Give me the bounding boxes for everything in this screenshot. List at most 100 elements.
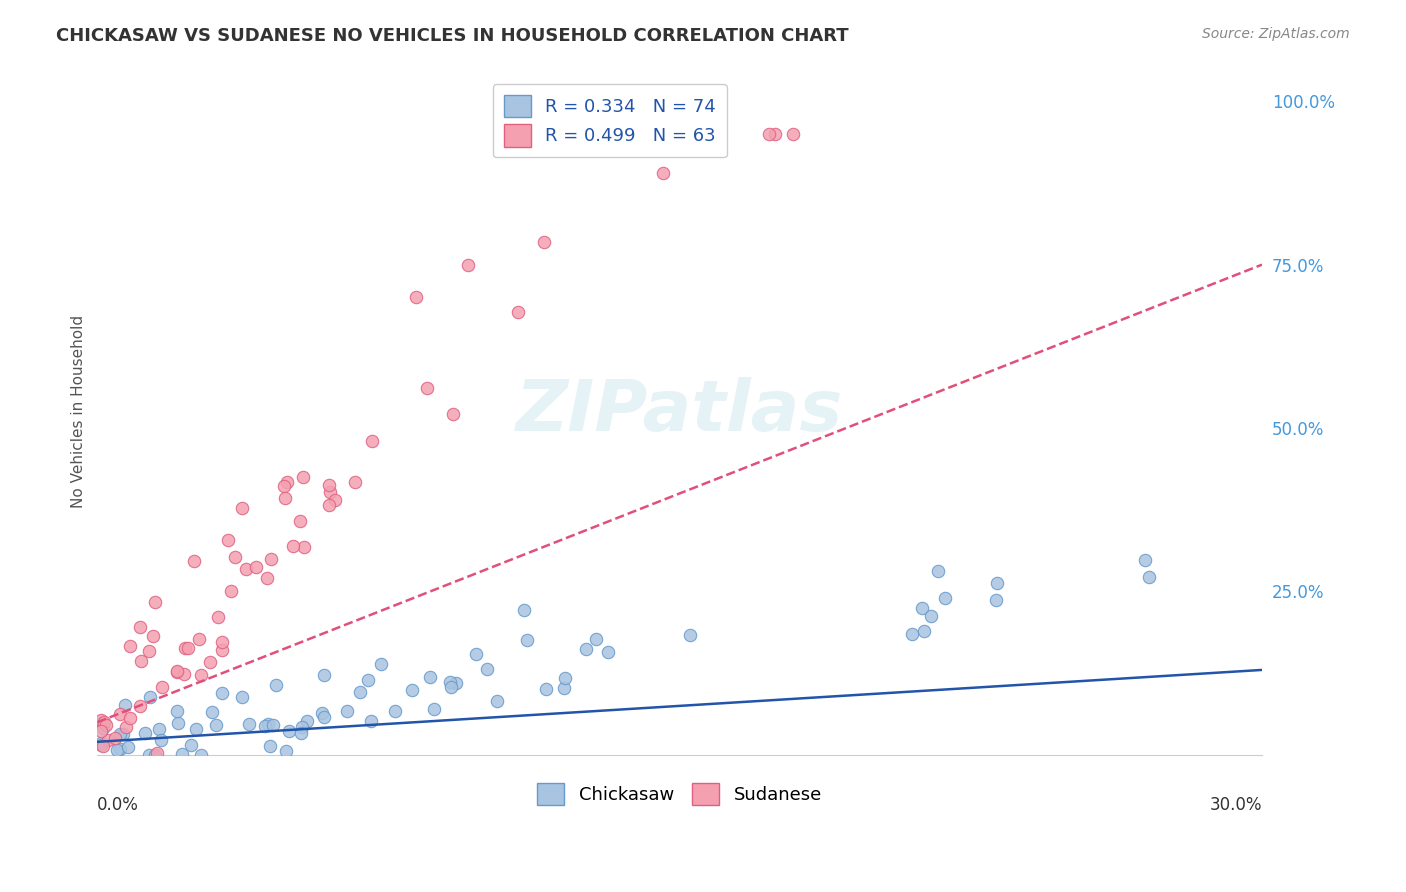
Point bbox=[697, 127, 720, 141]
Point bbox=[190, 668, 212, 682]
Point bbox=[318, 477, 340, 491]
Point bbox=[128, 620, 150, 634]
Point bbox=[253, 719, 276, 733]
Point bbox=[585, 632, 607, 646]
Point bbox=[516, 632, 538, 647]
Point bbox=[441, 407, 464, 421]
Point bbox=[108, 742, 131, 756]
Text: 0.0%: 0.0% bbox=[97, 796, 139, 814]
Point bbox=[143, 595, 166, 609]
Point bbox=[422, 701, 444, 715]
Point bbox=[290, 725, 312, 739]
Point bbox=[108, 706, 131, 721]
Point bbox=[273, 478, 295, 492]
Point bbox=[205, 717, 228, 731]
Point bbox=[173, 640, 195, 655]
Point bbox=[91, 721, 114, 735]
Point bbox=[138, 644, 160, 658]
Point bbox=[114, 698, 136, 713]
Point bbox=[183, 554, 205, 568]
Point bbox=[167, 715, 190, 730]
Point bbox=[274, 744, 297, 758]
Point bbox=[416, 381, 439, 395]
Point bbox=[117, 740, 139, 755]
Point bbox=[575, 641, 598, 656]
Point bbox=[763, 127, 786, 141]
Point bbox=[914, 624, 936, 638]
Point bbox=[277, 724, 299, 739]
Point bbox=[782, 127, 804, 141]
Point bbox=[259, 739, 281, 753]
Point bbox=[554, 671, 576, 685]
Point bbox=[231, 690, 253, 705]
Point bbox=[201, 706, 224, 720]
Point bbox=[986, 576, 1008, 591]
Point bbox=[238, 717, 260, 731]
Point bbox=[90, 736, 112, 750]
Point bbox=[508, 305, 530, 319]
Point bbox=[920, 609, 942, 624]
Point bbox=[235, 562, 257, 576]
Point bbox=[211, 635, 233, 649]
Legend: Chickasaw, Sudanese: Chickasaw, Sudanese bbox=[529, 774, 831, 814]
Point bbox=[118, 711, 141, 725]
Point bbox=[319, 484, 342, 499]
Point bbox=[173, 667, 195, 681]
Point bbox=[264, 678, 287, 692]
Point bbox=[357, 673, 380, 688]
Point bbox=[533, 235, 555, 250]
Point bbox=[148, 722, 170, 736]
Point bbox=[139, 690, 162, 704]
Point bbox=[211, 686, 233, 700]
Point bbox=[97, 733, 120, 747]
Point bbox=[440, 680, 463, 694]
Point bbox=[211, 642, 233, 657]
Point bbox=[186, 722, 208, 736]
Point bbox=[984, 592, 1007, 607]
Point bbox=[93, 714, 115, 729]
Point bbox=[166, 665, 188, 680]
Point bbox=[465, 647, 488, 661]
Point bbox=[401, 683, 423, 698]
Point bbox=[188, 632, 211, 647]
Point bbox=[149, 733, 172, 747]
Point bbox=[679, 628, 702, 642]
Point bbox=[349, 685, 371, 699]
Point bbox=[118, 639, 141, 653]
Point bbox=[274, 491, 297, 506]
Point bbox=[219, 584, 242, 599]
Point bbox=[105, 743, 128, 757]
Point bbox=[553, 681, 575, 695]
Point bbox=[370, 657, 392, 672]
Point bbox=[166, 704, 188, 718]
Point bbox=[142, 629, 165, 643]
Point bbox=[910, 600, 932, 615]
Point bbox=[934, 591, 956, 605]
Point bbox=[198, 655, 221, 669]
Point bbox=[143, 747, 166, 762]
Point bbox=[291, 720, 314, 734]
Point bbox=[134, 726, 156, 740]
Point bbox=[177, 641, 200, 656]
Point bbox=[1135, 553, 1157, 567]
Point bbox=[323, 493, 346, 508]
Point bbox=[90, 713, 112, 727]
Point bbox=[110, 726, 132, 740]
Point bbox=[444, 676, 467, 690]
Point bbox=[96, 718, 118, 732]
Point bbox=[150, 680, 173, 694]
Point bbox=[475, 662, 498, 676]
Point bbox=[534, 682, 557, 697]
Point bbox=[115, 720, 138, 734]
Point bbox=[314, 667, 336, 681]
Point bbox=[283, 539, 305, 553]
Point bbox=[231, 501, 253, 516]
Point bbox=[901, 627, 924, 641]
Point bbox=[166, 664, 188, 678]
Point bbox=[90, 723, 112, 738]
Point bbox=[260, 552, 283, 566]
Point bbox=[291, 470, 314, 484]
Point bbox=[336, 704, 359, 718]
Point bbox=[312, 710, 335, 724]
Point bbox=[513, 603, 536, 617]
